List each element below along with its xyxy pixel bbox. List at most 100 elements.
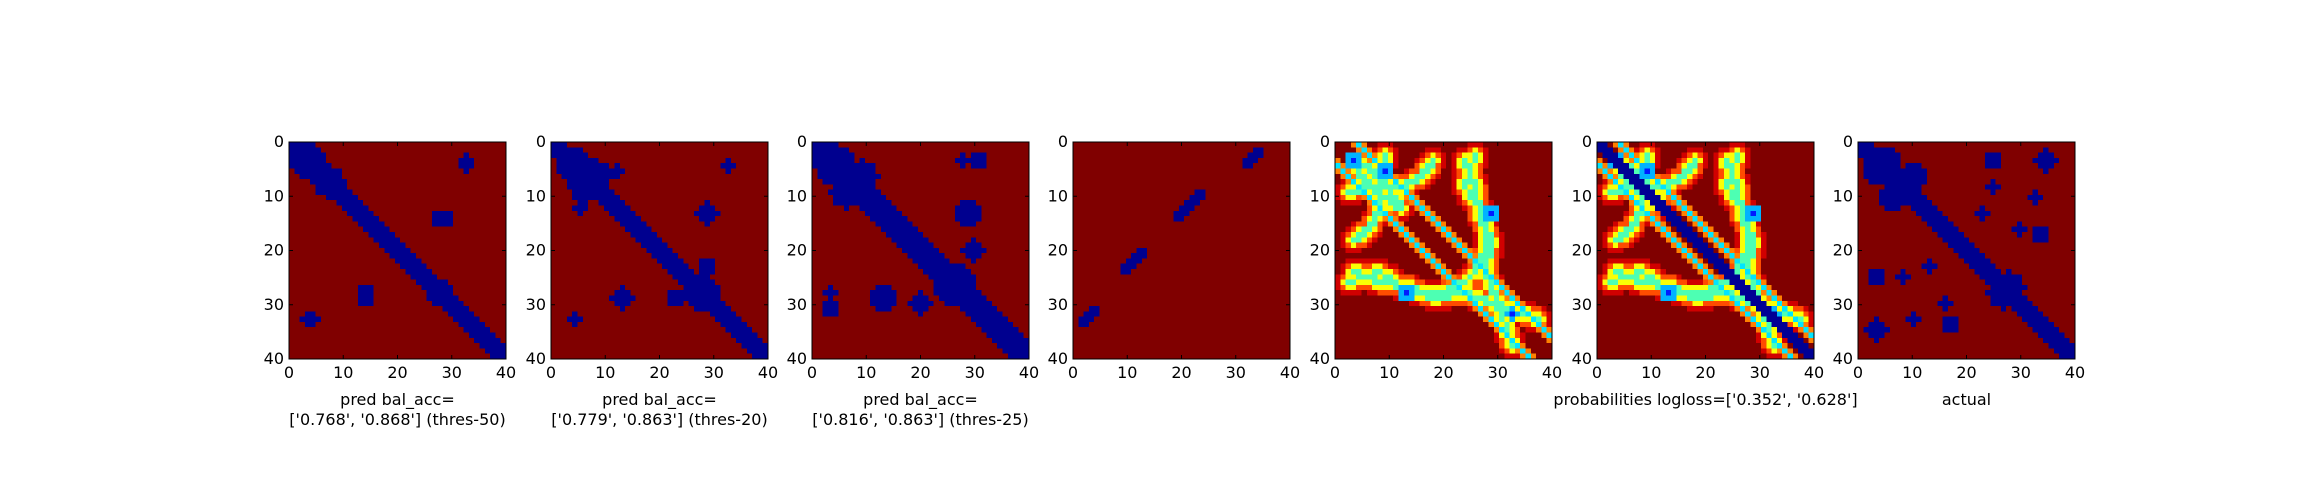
heatmap-cell — [646, 343, 653, 350]
heatmap-cell — [630, 316, 637, 323]
heatmap-cell — [603, 210, 610, 217]
heatmap-cell — [736, 269, 743, 275]
heatmap-cell — [859, 295, 866, 302]
heatmap-cell — [699, 343, 706, 350]
heatmap-cell — [870, 290, 877, 297]
heatmap-cell — [315, 184, 322, 191]
heatmap-cell — [693, 353, 700, 360]
heatmap-cell — [588, 179, 594, 185]
heatmap-cell — [720, 300, 727, 307]
heatmap-cell — [326, 284, 332, 291]
heatmap-cell — [357, 142, 364, 148]
heatmap-cell — [468, 184, 475, 191]
heatmap-cell — [875, 210, 882, 217]
heatmap-cell — [572, 327, 579, 334]
heatmap-cell — [474, 226, 481, 233]
heatmap-cell — [646, 279, 653, 286]
heatmap-cell — [442, 142, 449, 148]
heatmap-cell — [704, 263, 711, 270]
heatmap-cell — [479, 327, 486, 334]
heatmap-cell — [495, 147, 502, 154]
heatmap-cell — [672, 269, 679, 275]
heatmap-cell — [352, 163, 359, 170]
heatmap-cell — [289, 295, 295, 302]
heatmap-cell — [310, 142, 317, 148]
heatmap-cell — [447, 237, 454, 244]
heatmap-cell — [817, 184, 824, 191]
heatmap-cell — [704, 247, 711, 254]
heatmap-cell — [331, 142, 338, 148]
heatmap-cell — [720, 142, 727, 148]
heatmap-cell — [939, 253, 945, 260]
heatmap-cell — [635, 274, 642, 281]
heatmap-cell — [421, 348, 428, 355]
heatmap-cell — [341, 221, 348, 228]
heatmap-cell — [315, 316, 322, 323]
heatmap-cell — [1007, 327, 1014, 334]
heatmap-cell — [352, 226, 359, 233]
heatmap-cell — [551, 284, 557, 291]
heatmap-cell — [378, 258, 385, 265]
heatmap-cell — [997, 284, 1004, 291]
heatmap-cell — [614, 253, 621, 260]
heatmap-cell — [468, 221, 475, 228]
heatmap-cell — [352, 168, 359, 175]
heatmap-cell — [817, 269, 824, 275]
heatmap-cell — [662, 205, 669, 212]
heatmap-cell — [736, 152, 743, 159]
heatmap-cell — [933, 269, 940, 275]
heatmap-cell — [683, 332, 690, 339]
heatmap-cell — [896, 205, 903, 212]
heatmap-cell — [709, 279, 716, 286]
heatmap-cell — [667, 332, 674, 339]
heatmap-cell — [577, 269, 584, 275]
heatmap-cell — [484, 231, 491, 238]
heatmap-cell — [944, 311, 951, 318]
heatmap-cell — [912, 226, 919, 233]
heatmap-cell — [363, 142, 369, 148]
heatmap-cell — [746, 343, 753, 350]
heatmap-cell — [479, 157, 486, 164]
heatmap-cell — [965, 210, 972, 217]
heatmap-cell — [939, 163, 945, 170]
heatmap-cell — [1018, 311, 1025, 318]
heatmap-cell — [635, 221, 642, 228]
heatmap-cell — [609, 263, 616, 270]
heatmap-cell — [431, 300, 438, 307]
heatmap-cell — [588, 327, 594, 334]
heatmap-cell — [896, 311, 903, 318]
heatmap-cell — [357, 231, 364, 238]
heatmap-cell — [582, 168, 589, 175]
heatmap-cell — [331, 337, 338, 344]
heatmap-cell — [672, 343, 679, 350]
heatmap-cell — [416, 284, 422, 291]
heatmap-cell — [954, 200, 961, 207]
heatmap-cell — [635, 321, 642, 328]
heatmap-cell — [833, 306, 840, 312]
heatmap-cell — [352, 332, 359, 339]
heatmap-cell — [315, 205, 322, 212]
heatmap-cell — [720, 147, 727, 154]
heatmap-cell — [965, 247, 972, 254]
heatmap-cell — [720, 221, 727, 228]
heatmap-cell — [720, 258, 727, 265]
heatmap-cell — [699, 242, 706, 249]
heatmap-cell — [891, 300, 898, 307]
heatmap-cell — [299, 311, 306, 318]
heatmap-cell — [426, 152, 433, 159]
heatmap-cell — [752, 168, 759, 175]
heatmap-cell — [944, 216, 951, 222]
heatmap-cell — [933, 147, 940, 154]
heatmap-cell — [352, 142, 359, 148]
heatmap-cell — [331, 348, 338, 355]
heatmap-cell — [678, 258, 684, 265]
heatmap-cell — [709, 179, 716, 185]
heatmap-cell — [500, 189, 507, 196]
heatmap-cell — [310, 237, 317, 244]
heatmap-cell — [484, 284, 491, 291]
heatmap-cell — [598, 263, 605, 270]
heatmap-cell — [939, 157, 945, 164]
heatmap-cell — [939, 337, 945, 344]
heatmap-cell — [315, 189, 322, 196]
heatmap-cell — [752, 300, 759, 307]
